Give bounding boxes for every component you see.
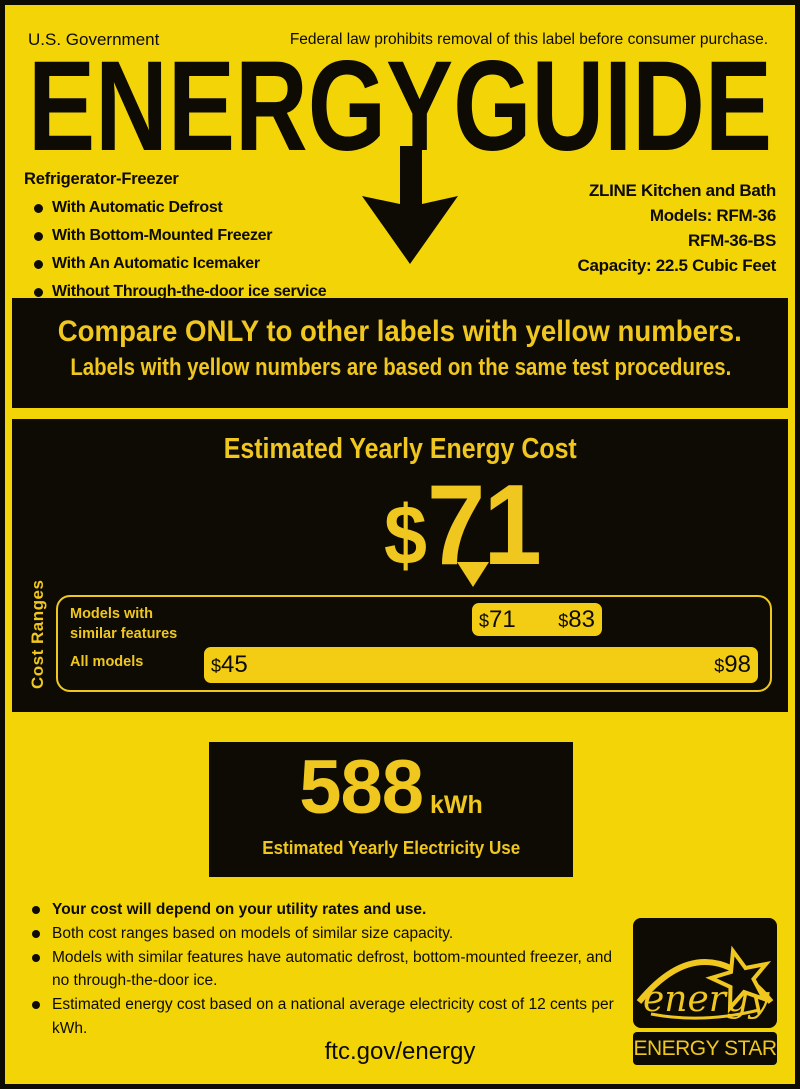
cost-ranges-axis-label: Cost Ranges	[28, 579, 47, 689]
usage-value: 588	[299, 745, 424, 830]
feature-item: With An Automatic Icemaker	[24, 250, 326, 278]
energy-star-swoosh-icon	[650, 1008, 760, 1020]
all-models-range-bar: $45 $98	[204, 647, 758, 683]
cost-heading: Estimated Yearly Energy Cost	[12, 433, 788, 466]
federal-notice-text: Federal law prohibits removal of this la…	[289, 31, 768, 48]
similar-models-range-bar: $71 $83	[472, 603, 602, 636]
energy-star-band: ENERGY STAR	[633, 1032, 777, 1065]
down-arrow-shape	[362, 146, 458, 264]
usage-caption: Estimated Yearly Electricity Use	[209, 837, 573, 859]
footnote-text: Models with similar features have automa…	[52, 948, 612, 990]
brand-info: ZLINE Kitchen and Bath Models: RFM-36 RF…	[577, 178, 777, 278]
range-max-currency: $	[558, 610, 569, 631]
feature-text: With Bottom-Mounted Freezer	[52, 227, 273, 244]
range-min-value: 71	[489, 605, 516, 633]
us-government-text: U.S. Government	[28, 30, 160, 49]
ftc-url: ftc.gov/energy	[324, 1038, 476, 1065]
similar-models-label: Models with similar features	[70, 604, 177, 644]
footnotes-list: Your cost will depend on your utility ra…	[28, 898, 628, 1041]
range-max: $98	[714, 651, 751, 679]
energy-star-star-icon	[705, 945, 772, 1014]
footnote-text: Your cost will depend on your utility ra…	[52, 901, 427, 918]
usage-value-row: 588 kWh	[209, 746, 573, 830]
range-max-currency: $	[714, 656, 725, 676]
feature-item: Without Through-the-door ice service	[24, 278, 327, 306]
footnote-item: Models with similar features have automa…	[28, 946, 628, 994]
capacity-text: Capacity: 22.5 Cubic Feet	[577, 256, 777, 275]
range-min: $71	[479, 606, 516, 634]
compare-title: Compare ONLY to other labels with yellow…	[12, 315, 788, 349]
footnote-text: Estimated energy cost based on a nationa…	[52, 996, 614, 1037]
range-max-value: 83	[568, 605, 595, 633]
down-arrow-icon	[362, 146, 458, 264]
energyguide-wordmark: ENERGYGUIDE	[28, 35, 772, 178]
range-min-value: 45	[221, 651, 248, 678]
cost-pointer-icon	[457, 562, 489, 587]
feature-list: With Automatic Defrost With Bottom-Mount…	[24, 194, 327, 306]
compare-subtitle: Labels with yellow numbers are based on …	[12, 354, 788, 382]
range-min: $45	[211, 651, 248, 679]
model-number-2: RFM-36-BS	[688, 231, 776, 250]
feature-item: With Bottom-Mounted Freezer	[24, 222, 326, 250]
usage-unit: kWh	[430, 791, 483, 819]
feature-text: With Automatic Defrost	[52, 199, 223, 216]
energy-star-logo: energy ENERGY STAR	[633, 918, 777, 1065]
footnote-item: Both cost ranges based on models of simi…	[28, 922, 628, 946]
currency-symbol: $	[384, 488, 427, 582]
feature-item: With Automatic Defrost	[24, 194, 326, 222]
similar-models-label-line1: Models with	[70, 606, 153, 622]
product-info: Refrigerator-Freezer With Automatic Defr…	[24, 170, 327, 306]
feature-text: With An Automatic Icemaker	[52, 255, 260, 272]
range-min-currency: $	[479, 610, 490, 631]
footnote-item: Estimated energy cost based on a nationa…	[28, 993, 628, 1041]
product-category: Refrigerator-Freezer	[24, 170, 179, 188]
range-max: $83	[558, 606, 595, 634]
similar-models-label-line2: similar features	[70, 626, 178, 642]
compare-banner: Compare ONLY to other labels with yellow…	[12, 298, 788, 408]
cost-heading-text: Estimated Yearly Energy Cost	[223, 433, 577, 465]
usage-caption-text: Estimated Yearly Electricity Use	[262, 836, 520, 858]
energy-star-art: energy	[633, 918, 777, 1028]
all-models-label: All models	[70, 654, 144, 670]
energy-cost-panel: Estimated Yearly Energy Cost $71 Cost Ra…	[12, 419, 788, 712]
compare-subtitle-text: Labels with yellow numbers are based on …	[70, 354, 732, 381]
compare-title-text: Compare ONLY to other labels with yellow…	[57, 315, 743, 348]
feature-text: Without Through-the-door ice service	[52, 283, 327, 300]
model-number-1: Models: RFM-36	[649, 206, 776, 225]
footnote-text: Both cost ranges based on models of simi…	[52, 924, 454, 942]
electricity-use-panel: 588 kWh Estimated Yearly Electricity Use	[209, 742, 573, 877]
energy-star-label: ENERGY STAR	[633, 1036, 777, 1060]
range-min-currency: $	[211, 656, 222, 676]
cost-ranges-box: Models with similar features $71 $83 All…	[56, 595, 772, 692]
brand-name: ZLINE Kitchen and Bath	[588, 181, 776, 200]
range-max-value: 98	[724, 651, 751, 678]
footnote-item: Your cost will depend on your utility ra…	[28, 898, 628, 922]
